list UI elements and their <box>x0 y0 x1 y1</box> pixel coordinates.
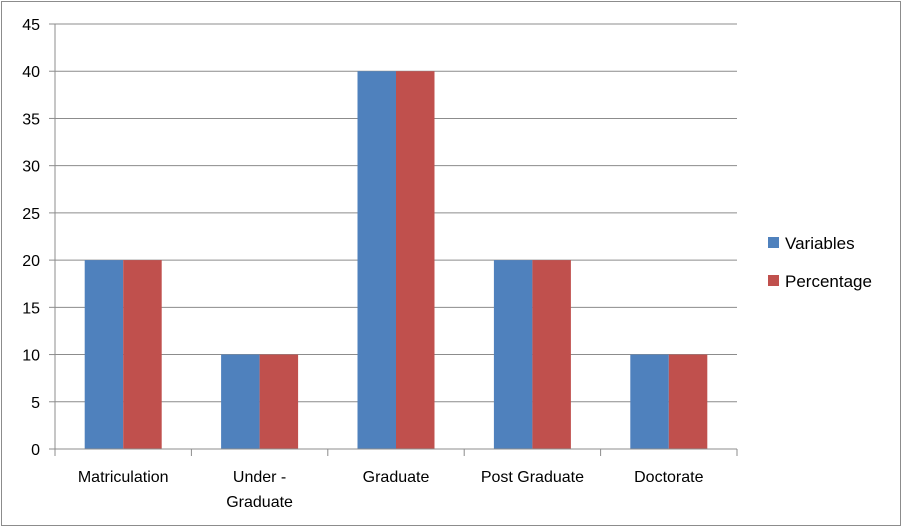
bars <box>84 71 708 449</box>
bar-variables-4 <box>630 354 669 449</box>
y-tick-label: 10 <box>22 348 40 365</box>
axes <box>49 23 738 456</box>
bar-percentage-3 <box>532 260 571 449</box>
x-tick-labels: Matriculation Under - Graduate Graduate Post… <box>78 469 704 511</box>
y-tick-label: 45 <box>22 17 40 34</box>
y-tick-label: 0 <box>31 442 40 459</box>
y-tick-label: 30 <box>22 159 40 176</box>
x-tick-label: Under - <box>233 469 286 486</box>
legend-label-percentage: Percentage <box>785 272 872 291</box>
y-tick-labels: 0 5 10 15 20 25 30 35 40 45 <box>22 17 40 459</box>
legend-swatch-percentage <box>768 275 779 286</box>
legend: Variables Percentage <box>768 234 872 291</box>
bar-percentage-0 <box>123 260 162 449</box>
y-tick-label: 20 <box>22 253 40 270</box>
x-tick-label: Matriculation <box>78 469 169 486</box>
legend-swatch-variables <box>768 237 779 248</box>
bar-percentage-2 <box>396 71 435 449</box>
bar-variables-0 <box>84 260 124 449</box>
y-tick-label: 35 <box>22 111 40 128</box>
x-tick-label: Post Graduate <box>481 469 584 486</box>
y-tick-label: 40 <box>22 64 40 81</box>
x-tick-label: Graduate <box>226 494 293 511</box>
x-tick-label: Doctorate <box>634 469 703 486</box>
bar-variables-2 <box>357 71 396 449</box>
bar-percentage-4 <box>668 354 708 449</box>
y-tick-label: 15 <box>22 300 40 317</box>
legend-label-variables: Variables <box>785 234 855 253</box>
y-tick-label: 5 <box>31 395 40 412</box>
bar-variables-1 <box>221 354 260 449</box>
y-tick-label: 25 <box>22 206 40 223</box>
x-tick-label: Graduate <box>363 469 430 486</box>
bar-percentage-1 <box>259 354 299 449</box>
bar-variables-3 <box>493 260 533 449</box>
